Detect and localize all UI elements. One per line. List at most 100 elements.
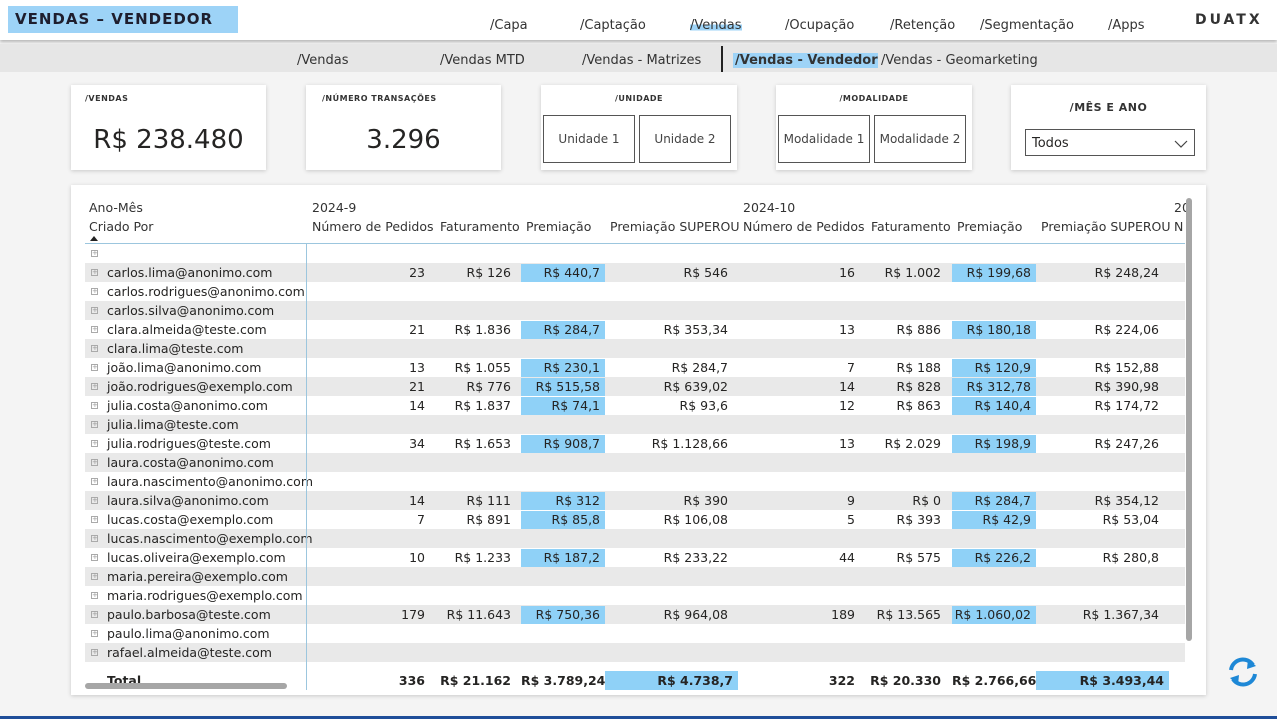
expand-icon[interactable]: + <box>91 648 98 656</box>
column-header: N <box>1174 219 1184 234</box>
row-header-divider <box>306 243 307 690</box>
dropdown[interactable]: Todos <box>1025 129 1195 156</box>
card-label: /MÊS E ANO <box>1069 101 1148 114</box>
expand-icon[interactable]: + <box>91 344 98 352</box>
row-label: joão.lima@anonimo.com <box>107 360 262 375</box>
sub-nav-tab[interactable]: /Vendas MTD <box>440 53 525 68</box>
nav-tab[interactable]: /Capa <box>490 18 528 33</box>
expand-icon[interactable]: + <box>91 458 98 466</box>
table-cell: R$ 247,26 <box>1094 436 1159 451</box>
table-cell: 21 <box>409 322 425 337</box>
filter-button[interactable]: Unidade 1 <box>543 115 635 163</box>
table-cell: R$ 354,12 <box>1094 493 1159 508</box>
sort-arrow <box>90 236 98 241</box>
table-cell: R$ 750,36 <box>521 606 605 624</box>
expand-icon[interactable]: + <box>91 553 98 561</box>
nav-tab[interactable]: /Ocupação <box>785 18 855 33</box>
table-cell: R$ 886 <box>896 322 941 337</box>
vertical-scrollbar[interactable] <box>1186 198 1192 641</box>
sub-nav-tab[interactable]: /Vendas <box>297 53 349 68</box>
table-cell: R$ 230,1 <box>521 359 605 377</box>
table-cell: R$ 93,6 <box>679 398 728 413</box>
kpi-card: /NÚMERO TRANSAÇÕES 3.296 <box>306 85 501 170</box>
row-band <box>85 491 1185 510</box>
sub-nav-tab[interactable]: /Vendas - Vendedor <box>733 53 878 68</box>
table-cell: 14 <box>839 379 855 394</box>
table-cell: R$ 2.029 <box>884 436 941 451</box>
table-cell: R$ 1.233 <box>454 550 511 565</box>
table-cell: 34 <box>409 436 425 451</box>
expand-icon[interactable]: + <box>91 306 98 314</box>
horizontal-scrollbar[interactable] <box>85 683 287 689</box>
kpi-card: /VENDAS R$ 238.480 <box>71 85 266 170</box>
expand-icon[interactable]: + <box>91 591 98 599</box>
expand-icon[interactable]: + <box>91 439 98 447</box>
expand-icon[interactable]: + <box>91 610 98 618</box>
row-band <box>85 453 1185 472</box>
row-label: julia.lima@teste.com <box>107 417 239 432</box>
total-cell: R$ 21.162 <box>440 673 511 688</box>
table-cell: R$ 964,08 <box>663 607 728 622</box>
nav-tab[interactable]: /Apps <box>1108 18 1145 33</box>
table-cell: R$ 188 <box>896 360 941 375</box>
expand-icon[interactable]: + <box>91 420 98 428</box>
table-cell: R$ 891 <box>466 512 511 527</box>
table-cell: R$ 546 <box>683 265 728 280</box>
table-cell: R$ 13.565 <box>876 607 941 622</box>
table-cell: R$ 312 <box>521 492 605 510</box>
expand-icon[interactable]: + <box>91 629 98 637</box>
refresh-button[interactable] <box>1226 655 1260 689</box>
filter-button[interactable]: Modalidade 2 <box>874 115 966 163</box>
page-title: VENDAS – VENDEDOR <box>8 6 238 33</box>
table-cell: R$ 284,7 <box>521 321 605 339</box>
row-label: carlos.rodrigues@anonimo.com <box>107 284 305 299</box>
expand-icon[interactable]: + <box>91 268 98 276</box>
total-cell: R$ 2.766,66 <box>952 673 1037 688</box>
expand-icon[interactable]: + <box>91 325 98 333</box>
table-cell: R$ 515,58 <box>521 378 605 396</box>
expand-icon[interactable]: + <box>91 382 98 390</box>
expand-icon[interactable]: + <box>91 572 98 580</box>
total-cell: R$ 3.789,24 <box>521 673 606 688</box>
table-cell: 14 <box>409 398 425 413</box>
nav-tab[interactable]: /Retenção <box>890 18 956 33</box>
sub-nav-separator <box>721 46 723 72</box>
expand-icon[interactable]: + <box>91 363 98 371</box>
nav-tab[interactable]: /Vendas <box>690 18 742 33</box>
column-header: Premiação SUPEROU <box>610 219 740 234</box>
column-group: 2024-9 <box>312 200 357 215</box>
expand-icon[interactable]: + <box>91 496 98 504</box>
table-cell: R$ 1.837 <box>454 398 511 413</box>
expand-icon[interactable]: + <box>91 401 98 409</box>
expand-icon[interactable]: + <box>91 287 98 295</box>
filter-button[interactable]: Unidade 2 <box>639 115 731 163</box>
expand-icon[interactable]: + <box>91 515 98 523</box>
row-band <box>85 339 1185 358</box>
row-label: paulo.barbosa@teste.com <box>107 607 271 622</box>
sub-nav-tab[interactable]: /Vendas - Matrizes <box>582 53 702 68</box>
table-cell: R$ 863 <box>896 398 941 413</box>
kpi-value: R$ 238.480 <box>93 125 244 155</box>
row-label: maria.pereira@exemplo.com <box>107 569 288 584</box>
table-cell: R$ 1.055 <box>454 360 511 375</box>
column-group: 20 <box>1174 200 1190 215</box>
table-cell: 10 <box>409 550 425 565</box>
row-band <box>85 567 1185 586</box>
table-cell: 16 <box>839 265 855 280</box>
table-cell: R$ 180,18 <box>952 321 1036 339</box>
sub-nav-tab[interactable]: /Vendas - Geomarketing <box>881 53 1038 68</box>
nav-tab[interactable]: /Captação <box>580 18 646 33</box>
filter-button[interactable]: Modalidade 1 <box>778 115 870 163</box>
nav-tab[interactable]: /Segmentação <box>980 18 1074 33</box>
expand-icon[interactable]: + <box>91 477 98 485</box>
total-cell: R$ 3.493,44 <box>1036 671 1169 690</box>
row-band <box>85 415 1185 434</box>
table-cell: R$ 152,88 <box>1094 360 1159 375</box>
column-header: Número de Pedidos <box>743 219 865 234</box>
table-cell: 23 <box>409 265 425 280</box>
table-cell: 7 <box>847 360 855 375</box>
table-cell: R$ 74,1 <box>521 397 605 415</box>
card-label: /VENDAS <box>85 94 129 103</box>
expand-icon[interactable]: + <box>91 534 98 542</box>
expand-icon[interactable]: + <box>91 249 98 257</box>
